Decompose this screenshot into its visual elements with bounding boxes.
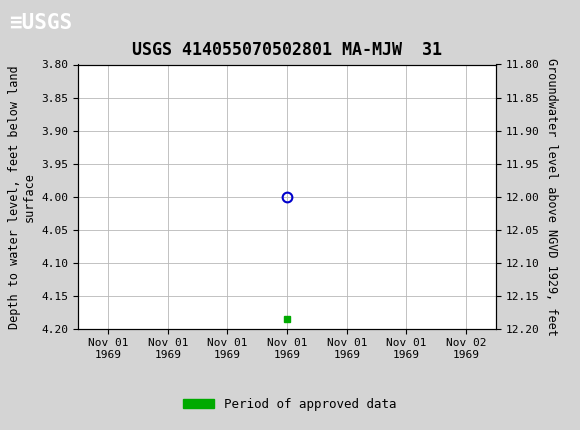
Y-axis label: Groundwater level above NGVD 1929, feet: Groundwater level above NGVD 1929, feet [545,58,558,336]
Y-axis label: Depth to water level, feet below land
surface: Depth to water level, feet below land su… [8,65,36,329]
Title: USGS 414055070502801 MA-MJW  31: USGS 414055070502801 MA-MJW 31 [132,41,442,59]
Text: ≡USGS: ≡USGS [9,12,72,33]
Legend: Period of approved data: Period of approved data [178,393,402,416]
